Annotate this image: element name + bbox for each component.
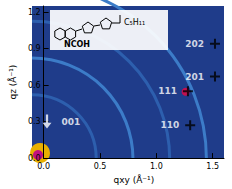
svg-text:201: 201 — [185, 72, 204, 82]
svg-text:qxy (Å⁻¹): qxy (Å⁻¹) — [113, 174, 154, 185]
svg-text:C₅H₁₁: C₅H₁₁ — [124, 18, 145, 27]
svg-text:110: 110 — [160, 120, 179, 130]
svg-text:NCOH: NCOH — [64, 40, 90, 49]
svg-text:0.0: 0.0 — [27, 153, 41, 163]
svg-text:202: 202 — [185, 39, 204, 49]
svg-text:1.0: 1.0 — [150, 162, 163, 171]
svg-text:0.6: 0.6 — [28, 81, 41, 90]
svg-text:0.0: 0.0 — [37, 162, 50, 171]
svg-text:qz (Å⁻¹): qz (Å⁻¹) — [7, 65, 18, 100]
svg-text:1.5: 1.5 — [206, 162, 219, 171]
svg-text:1.2: 1.2 — [28, 8, 41, 17]
svg-text:0.9: 0.9 — [28, 44, 41, 53]
svg-text:001: 001 — [62, 117, 81, 127]
svg-text:0.5: 0.5 — [94, 162, 107, 171]
svg-text:0.3: 0.3 — [28, 117, 41, 126]
svg-text:111: 111 — [158, 86, 177, 96]
